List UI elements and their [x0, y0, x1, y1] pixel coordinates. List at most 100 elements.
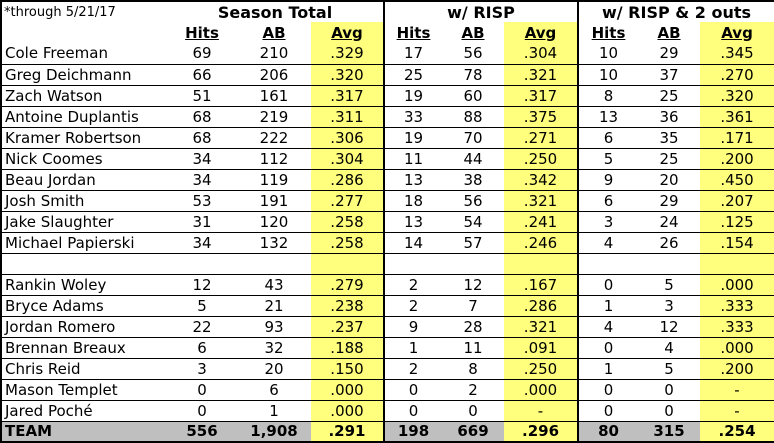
stat-cell: 8 — [442, 358, 504, 380]
stat-cell: .320 — [700, 85, 774, 107]
table-row: Antoine Duplantis 68 219.311 33 88.375 13 36.3… — [1, 106, 774, 128]
stat-cell: 60 — [442, 85, 504, 107]
stat-cell: 18 — [383, 190, 442, 212]
player-name-cell: Michael Papierski — [1, 232, 167, 254]
stat-cell: 120 — [237, 211, 311, 233]
stat-cell: 6 — [237, 379, 311, 401]
stat-cell: 132 — [237, 232, 311, 254]
stat-cell — [442, 253, 504, 275]
table-row: Zach Watson 51 161.317 19 60.317 8 25.320 — [1, 85, 774, 107]
stat-cell: .317 — [311, 85, 384, 107]
stat-cell: .320 — [311, 64, 384, 86]
stat-cell: .304 — [311, 148, 384, 170]
player-name-cell: Jake Slaughter — [1, 211, 167, 233]
stat-cell: 33 — [383, 106, 442, 128]
table-row: Kramer Robertson 68 222.306 19 70.271 6 35.171 — [1, 127, 774, 149]
stat-cell: 36 — [638, 106, 701, 128]
table-row: Jordan Romero 22 93.237 9 28.321 4 12.333 — [1, 316, 774, 338]
stat-cell: 2 — [383, 274, 442, 296]
stat-cell: .200 — [700, 148, 774, 170]
team-total-row: TEAM 556 1,908.291 198 669.296 80 315.254 — [1, 421, 774, 443]
team-label-cell: TEAM — [1, 421, 167, 443]
player-name-cell: Beau Jordan — [1, 169, 167, 191]
player-name-cell: Nick Coomes — [1, 148, 167, 170]
col-header-avg-risp: Avg — [504, 22, 579, 43]
player-name-cell: Antoine Duplantis — [1, 106, 167, 128]
stat-cell: 68 — [167, 127, 237, 149]
stat-cell: .167 — [504, 274, 579, 296]
stat-cell — [311, 253, 384, 275]
stat-cell: .246 — [504, 232, 579, 254]
stat-cell: .450 — [700, 169, 774, 191]
stat-cell: 315 — [638, 421, 701, 443]
stat-cell: .237 — [311, 316, 384, 338]
table-row: Michael Papierski 34 132.258 14 57.246 4 26.15… — [1, 232, 774, 254]
player-name-cell — [1, 253, 167, 275]
stat-cell: .361 — [700, 106, 774, 128]
stat-cell: 4 — [577, 232, 639, 254]
table-row: Brennan Breaux 6 32.188 1 11.091 0 4.000 — [1, 337, 774, 359]
stat-cell: 1 — [577, 358, 639, 380]
stat-cell: 556 — [167, 421, 237, 443]
stat-cell: 210 — [237, 43, 311, 65]
stat-cell: 57 — [442, 232, 504, 254]
stat-cell: 7 — [442, 295, 504, 317]
stat-cell: .254 — [700, 421, 774, 443]
stat-cell: 70 — [442, 127, 504, 149]
stat-cell: .000 — [504, 379, 579, 401]
through-date-note: *through 5/21/17 — [4, 4, 116, 20]
stat-cell: 191 — [237, 190, 311, 212]
stat-cell: 54 — [442, 211, 504, 233]
stat-cell: 0 — [442, 400, 504, 422]
stat-cell: .171 — [700, 127, 774, 149]
stat-cell — [638, 253, 701, 275]
stat-cell: .238 — [311, 295, 384, 317]
group-header-risp-2outs: w/ RISP & 2 outs — [577, 1, 774, 22]
stat-cell: .329 — [311, 43, 384, 65]
stat-cell: 3 — [577, 211, 639, 233]
stat-cell — [383, 253, 442, 275]
stat-cell: .207 — [700, 190, 774, 212]
stat-cell: .091 — [504, 337, 579, 359]
stat-cell: 34 — [167, 232, 237, 254]
player-name-cell: Cole Freeman — [1, 43, 167, 65]
stat-cell: 6 — [167, 337, 237, 359]
empty-corner-cell — [1, 22, 167, 43]
stat-cell: .241 — [504, 211, 579, 233]
stat-cell: 51 — [167, 85, 237, 107]
stat-cell: 20 — [638, 169, 701, 191]
stat-cell: 24 — [638, 211, 701, 233]
stat-cell: .286 — [311, 169, 384, 191]
stat-cell: .279 — [311, 274, 384, 296]
stat-cell: 0 — [383, 379, 442, 401]
stat-cell: .311 — [311, 106, 384, 128]
stat-cell: 0 — [167, 379, 237, 401]
stat-cell: 69 — [167, 43, 237, 65]
stat-cell: 3 — [167, 358, 237, 380]
stat-cell: 26 — [638, 232, 701, 254]
stat-cell: 4 — [638, 337, 701, 359]
stat-cell: .375 — [504, 106, 579, 128]
table-row: Greg Deichmann 66 206.320 25 78.321 10 37.270 — [1, 64, 774, 86]
stat-cell: 1 — [237, 400, 311, 422]
stat-cell: .000 — [700, 337, 774, 359]
stat-cell — [237, 253, 311, 275]
stat-cell: .154 — [700, 232, 774, 254]
stat-cell: 25 — [638, 148, 701, 170]
stat-cell: 35 — [638, 127, 701, 149]
stat-cell: 25 — [383, 64, 442, 86]
table-row: Josh Smith 53 191.277 18 56.321 6 29.207 — [1, 190, 774, 212]
player-name-cell: Josh Smith — [1, 190, 167, 212]
stat-cell: 0 — [577, 274, 639, 296]
col-header-hits-season: Hits — [185, 23, 219, 42]
stat-cell: 93 — [237, 316, 311, 338]
sub-header-row: Hits AB Avg Hits AB Avg Hits AB Avg — [1, 22, 774, 43]
stat-cell: 0 — [577, 337, 639, 359]
stat-cell: 10 — [577, 64, 639, 86]
stat-cell: 0 — [383, 400, 442, 422]
stat-cell: .345 — [700, 43, 774, 65]
stat-cell: 29 — [638, 190, 701, 212]
stat-cell: 56 — [442, 43, 504, 65]
stat-cell: 2 — [442, 379, 504, 401]
